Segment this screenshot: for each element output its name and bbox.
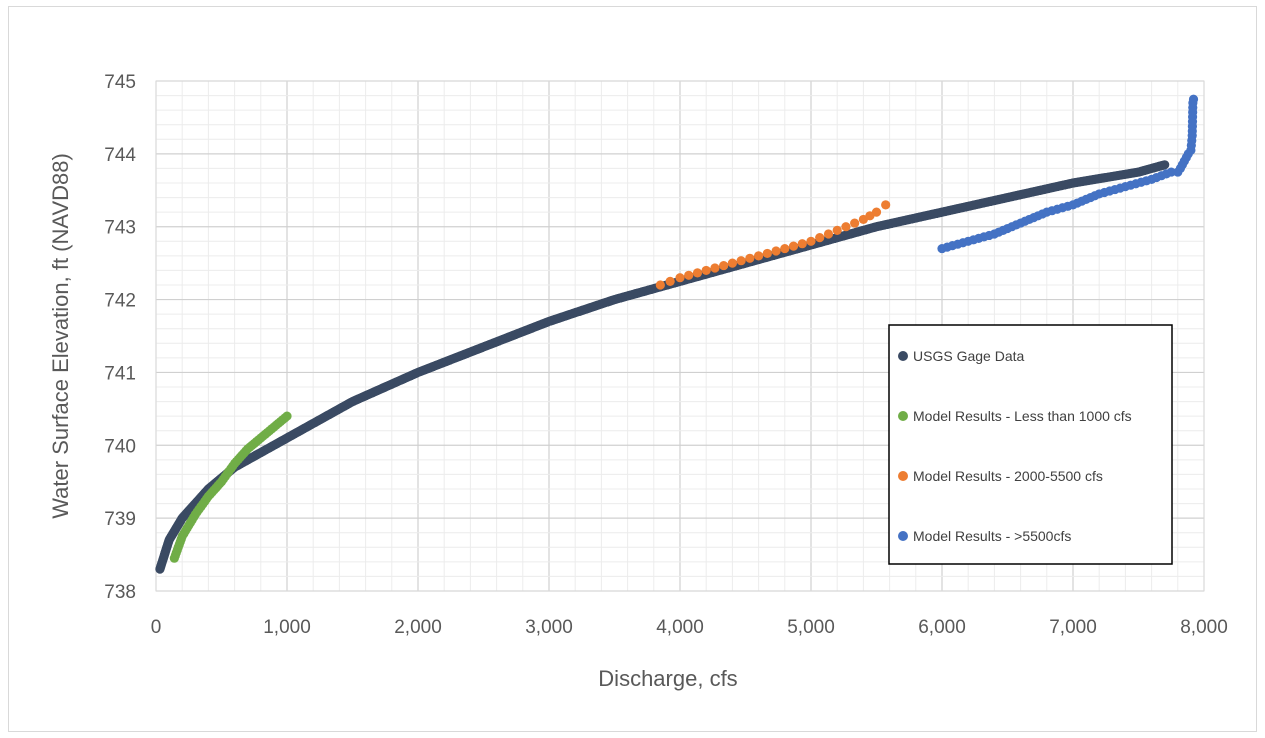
series-2 xyxy=(169,411,292,563)
data-point xyxy=(665,276,675,286)
y-tick-label: 740 xyxy=(104,436,136,457)
data-point xyxy=(881,200,891,210)
y-tick-label: 743 xyxy=(104,218,136,239)
y-tick-label: 744 xyxy=(104,145,136,166)
data-point xyxy=(780,243,790,254)
x-tick-label: 2,000 xyxy=(394,617,442,638)
data-point xyxy=(832,225,842,235)
data-point xyxy=(815,233,825,243)
y-tick-label: 742 xyxy=(104,291,136,312)
legend-marker xyxy=(898,351,908,361)
data-point xyxy=(701,265,711,276)
y-axis-title: Water Surface Elevation, ft (NAVD88) xyxy=(48,153,73,519)
data-point xyxy=(745,253,755,263)
series-1 xyxy=(155,160,1170,574)
plot-area-border xyxy=(155,80,1205,592)
data-point xyxy=(788,241,799,251)
data-point xyxy=(762,248,772,259)
data-point xyxy=(806,236,816,246)
legend-label: Model Results - >5500cfs xyxy=(913,528,1071,544)
data-point xyxy=(771,246,781,256)
legend: USGS Gage Data Model Results - Less than … xyxy=(888,324,1173,565)
data-point xyxy=(655,280,665,290)
y-tick-label: 738 xyxy=(104,582,136,603)
legend-marker xyxy=(898,531,908,541)
data-point xyxy=(823,229,834,239)
series-4 xyxy=(937,94,1199,254)
series-layer xyxy=(155,94,1199,574)
legend-box xyxy=(888,324,1173,565)
x-tick-label: 7,000 xyxy=(1049,617,1097,638)
x-tick-label: 4,000 xyxy=(656,617,704,638)
legend-marker xyxy=(898,411,908,421)
y-tick-label: 741 xyxy=(104,363,136,384)
data-point xyxy=(675,273,685,283)
x-axis-ticks: 0 1,000 2,000 3,000 4,000 5,000 6,000 7,000 8,00… xyxy=(151,617,1228,638)
x-tick-label: 3,000 xyxy=(525,617,573,638)
data-point xyxy=(710,263,720,273)
data-point xyxy=(1160,160,1170,170)
data-point xyxy=(684,270,694,280)
data-point xyxy=(282,411,292,421)
data-point xyxy=(871,207,882,217)
y-tick-label: 745 xyxy=(104,72,136,93)
data-point xyxy=(736,256,746,266)
x-tick-label: 1,000 xyxy=(263,617,311,638)
data-point xyxy=(1166,167,1176,177)
data-point xyxy=(1188,94,1199,104)
x-axis-title: Discharge, cfs xyxy=(598,666,737,691)
legend-label: Model Results - 2000-5500 cfs xyxy=(913,468,1103,484)
x-tick-label: 8,000 xyxy=(1180,617,1228,638)
data-point xyxy=(719,260,729,271)
legend-marker xyxy=(898,471,908,481)
legend-label: Model Results - Less than 1000 cfs xyxy=(913,408,1132,424)
y-tick-label: 739 xyxy=(104,509,136,530)
data-point xyxy=(692,268,703,278)
data-point xyxy=(850,218,860,228)
data-point xyxy=(727,258,738,268)
data-point xyxy=(841,222,851,232)
y-axis-ticks: 738 739 740 741 742 743 744 745 xyxy=(104,72,136,603)
data-point xyxy=(797,239,807,249)
data-point xyxy=(754,251,764,261)
series-3 xyxy=(655,200,891,290)
legend-label: USGS Gage Data xyxy=(913,348,1024,364)
x-tick-label: 0 xyxy=(151,617,162,638)
x-tick-label: 6,000 xyxy=(918,617,966,638)
x-tick-label: 5,000 xyxy=(787,617,835,638)
